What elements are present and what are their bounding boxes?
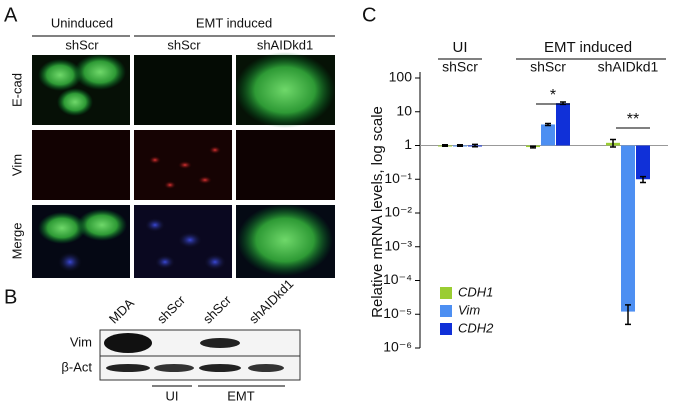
y-tick-label: 10⁻³	[384, 237, 412, 253]
x-tick-label: shScr	[442, 59, 478, 75]
bar	[556, 103, 570, 146]
significance-label: **	[627, 111, 639, 128]
error-bar	[625, 304, 631, 326]
column-label: shScr	[167, 37, 201, 52]
y-tick-label: 10	[396, 102, 412, 118]
error-bar	[442, 144, 448, 148]
panel-letter: B	[4, 286, 17, 308]
panel-letter: A	[4, 4, 18, 26]
column-label: shAIDkd1	[257, 37, 313, 52]
legend-swatch	[440, 323, 452, 335]
error-bar	[457, 144, 463, 148]
error-bar	[610, 138, 616, 148]
legend-label: Vim	[458, 302, 480, 317]
group-label: EMT induced	[544, 39, 632, 56]
row-label: Vim	[9, 154, 24, 176]
group-label: UI	[166, 388, 179, 403]
y-tick-label: 10⁻²	[384, 204, 412, 220]
column-label: shScr	[65, 37, 99, 52]
y-tick-label: 1	[404, 136, 412, 152]
panel-letter: C	[362, 4, 376, 26]
y-axis-label: Relative mRNA levels, log scale	[369, 106, 386, 318]
lane-label: shScr	[154, 292, 189, 327]
lane-label: MDA	[106, 295, 137, 326]
legend-swatch	[440, 287, 452, 299]
x-tick-label: shAIDkd1	[598, 59, 659, 75]
micrographs	[32, 52, 335, 278]
legend-swatch	[440, 305, 452, 317]
western-blot	[99, 329, 301, 387]
row-label: Vim	[70, 334, 92, 349]
group-label: EMT	[227, 388, 255, 403]
error-bar	[545, 122, 551, 127]
legend-label: CDH2	[458, 320, 494, 335]
y-tick-label: 10⁻⁶	[383, 339, 412, 355]
row-label: Merge	[9, 223, 24, 260]
group-label: UI	[453, 39, 468, 56]
row-label: E-cad	[9, 73, 24, 107]
significance-label: *	[550, 87, 556, 104]
y-tick-label: 10⁻⁵	[383, 305, 412, 321]
y-tick-label: 10⁻¹	[384, 170, 412, 186]
lane-label: shScr	[200, 292, 235, 327]
row-label: β-Act	[61, 359, 92, 374]
bar	[541, 124, 555, 146]
error-bar	[530, 145, 536, 149]
y-tick-label: 100	[389, 69, 413, 85]
legend-label: CDH1	[458, 284, 493, 299]
lane-label: shAIDkd1	[246, 276, 296, 326]
group-label: Uninduced	[51, 15, 113, 30]
x-tick-label: shScr	[530, 59, 566, 75]
error-bar	[472, 143, 478, 148]
group-label: EMT induced	[196, 15, 272, 30]
error-bar	[640, 175, 646, 184]
bar	[636, 145, 650, 180]
bar	[621, 145, 635, 312]
y-tick-label: 10⁻⁴	[383, 271, 412, 287]
